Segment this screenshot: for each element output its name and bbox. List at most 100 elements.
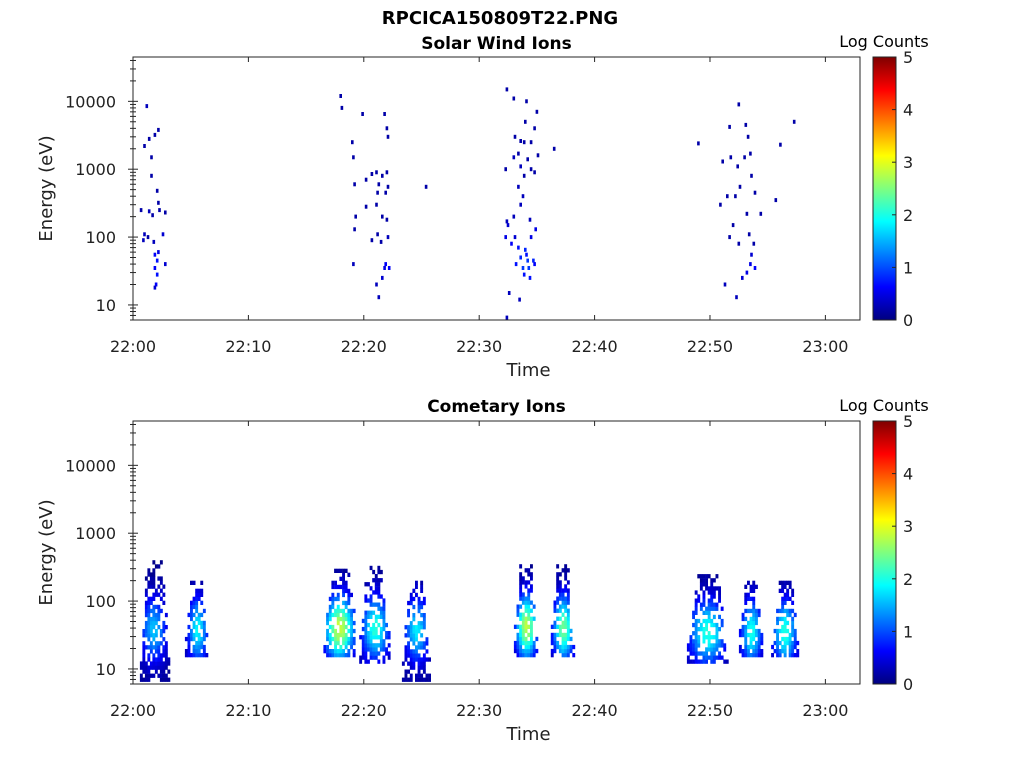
data-cell xyxy=(377,569,381,575)
data-cell xyxy=(718,651,721,656)
data-cell xyxy=(710,578,714,583)
data-cell xyxy=(422,645,426,650)
data-point xyxy=(386,184,390,189)
data-cell xyxy=(710,643,714,648)
data-cell xyxy=(702,631,706,636)
data-cell xyxy=(147,625,151,630)
data-cell xyxy=(692,610,695,615)
data-cell xyxy=(796,653,800,658)
data-cell xyxy=(374,586,378,591)
data-cell xyxy=(702,627,706,632)
data-cell xyxy=(527,608,531,613)
data-cell xyxy=(521,612,525,617)
data-cell xyxy=(190,604,193,610)
data-cell xyxy=(147,645,151,650)
data-cell xyxy=(744,616,748,622)
data-cell xyxy=(344,616,348,622)
data-cell xyxy=(558,572,562,577)
data-cell xyxy=(202,636,206,642)
data-cell xyxy=(195,608,199,614)
data-cell xyxy=(752,649,756,654)
data-point xyxy=(352,155,355,160)
data-point xyxy=(745,270,749,275)
data-cell xyxy=(521,624,525,629)
data-cell xyxy=(164,645,168,650)
data-cell xyxy=(519,648,523,654)
data-cell xyxy=(328,604,332,610)
data-cell xyxy=(527,604,531,609)
data-cell xyxy=(202,624,206,630)
data-cell xyxy=(694,647,698,652)
data-cell xyxy=(516,604,520,609)
data-cell xyxy=(157,608,161,614)
panel-title: Cometary Ions xyxy=(427,397,566,417)
data-cell xyxy=(412,633,416,638)
colorbar-label: Log Counts xyxy=(839,396,929,415)
data-cell xyxy=(192,580,196,585)
data-cell xyxy=(417,596,421,602)
data-cell xyxy=(530,632,533,638)
data-cell xyxy=(710,594,714,599)
data-cell xyxy=(415,580,418,585)
data-cell xyxy=(566,620,570,625)
data-cell xyxy=(162,665,166,670)
data-cell xyxy=(564,564,568,569)
data-cell xyxy=(422,661,426,666)
data-cell xyxy=(407,653,410,658)
data-cell xyxy=(694,618,698,624)
data-cell xyxy=(147,584,151,589)
data-cell xyxy=(387,635,391,640)
data-cell xyxy=(190,653,193,658)
data-cell xyxy=(387,651,391,656)
data-cell xyxy=(564,568,568,573)
data-cell xyxy=(530,653,533,658)
data-cell xyxy=(415,653,418,658)
data-cell xyxy=(352,628,356,634)
data-cell xyxy=(705,586,708,591)
data-cell xyxy=(147,669,151,674)
data-cell xyxy=(516,648,520,654)
data-cell xyxy=(791,592,795,597)
data-cell xyxy=(694,639,698,644)
data-point xyxy=(383,112,386,116)
data-cell xyxy=(710,635,714,640)
data-cell xyxy=(374,655,378,660)
data-cell xyxy=(147,580,151,585)
data-cell xyxy=(326,628,329,634)
data-cell xyxy=(686,643,690,648)
data-cell xyxy=(142,649,146,654)
data-cell xyxy=(382,655,386,660)
data-cell xyxy=(147,677,151,682)
data-cell xyxy=(744,584,748,589)
data-cell xyxy=(561,604,565,609)
data-cell xyxy=(702,655,706,660)
data-cell xyxy=(757,653,761,658)
data-cell xyxy=(197,644,201,650)
data-cell xyxy=(162,669,166,674)
data-cell xyxy=(407,677,410,682)
data-cell xyxy=(167,661,171,666)
data-point xyxy=(354,214,357,219)
data-cell xyxy=(564,584,568,589)
data-cell xyxy=(752,588,756,593)
data-cell xyxy=(152,637,156,642)
data-cell xyxy=(420,633,424,638)
y-axis: 10 100 1000 10000 Energy (eV) xyxy=(36,59,138,321)
data-cell xyxy=(326,616,329,622)
data-cell xyxy=(339,576,343,581)
data-cell xyxy=(152,657,156,662)
data-cell xyxy=(149,596,153,601)
data-point xyxy=(340,105,344,110)
data-cell xyxy=(412,661,416,666)
data-point xyxy=(158,208,161,213)
data-cell xyxy=(793,653,797,658)
data-cell xyxy=(710,659,714,664)
data-cell xyxy=(202,649,206,654)
data-cell xyxy=(379,647,383,652)
data-cell xyxy=(154,657,158,662)
data-cell xyxy=(415,673,418,678)
data-cell xyxy=(718,643,721,648)
data-cell xyxy=(187,644,191,650)
data-point xyxy=(370,172,374,176)
data-cell xyxy=(757,644,761,650)
